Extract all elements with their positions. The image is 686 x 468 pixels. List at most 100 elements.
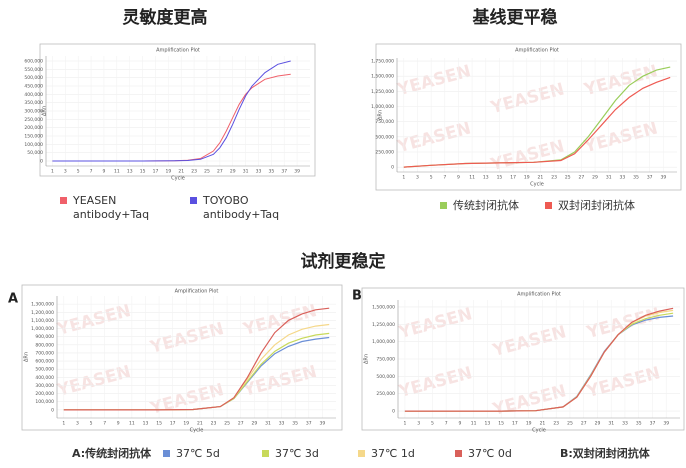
y-tick-label: 1,500,000 <box>371 74 394 80</box>
y-tick-label: 450,000 <box>24 84 43 90</box>
x-tick-label: 9 <box>457 175 460 181</box>
x-tick-label: 37 <box>647 175 653 181</box>
x-tick-label: 27 <box>581 421 587 427</box>
y-tick-label: 500,000 <box>376 374 395 380</box>
legend-label: TOYOBO antibody+Taq <box>203 194 280 221</box>
y-tick-label: 250,000 <box>24 117 43 123</box>
y-tick-label: 0 <box>40 159 43 165</box>
legend-swatch <box>545 202 552 209</box>
y-tick-label: 600,000 <box>24 59 43 65</box>
legend-label: YEASEN antibody+Taq <box>73 194 150 221</box>
x-tick-label: 9 <box>117 421 120 427</box>
x-tick-label: 1 <box>403 421 406 427</box>
chart-frame <box>39 43 316 177</box>
heading: 灵敏度更高 <box>123 7 208 28</box>
x-tick-label: 13 <box>127 169 133 175</box>
y-tick-label: 500,000 <box>35 367 54 373</box>
y-tick-label: 100,000 <box>35 399 54 405</box>
legend-item: 37℃ 1d <box>358 447 415 461</box>
legend-item: TOYOBO antibody+Taq <box>190 194 279 222</box>
legend-item: 37℃ 5d <box>163 447 220 461</box>
x-tick-label: 39 <box>320 421 326 427</box>
x-tick-label: 1 <box>51 169 54 175</box>
y-tick-label: 750,000 <box>376 357 395 363</box>
series-line <box>404 307 674 412</box>
y-tick-label: 900,000 <box>35 334 54 340</box>
x-tick-label: 23 <box>191 169 197 175</box>
series-line <box>63 307 330 411</box>
x-tick-label: 7 <box>90 169 93 175</box>
legend-item: 双封闭封闭抗体 <box>545 199 635 213</box>
x-tick-label: 19 <box>526 421 532 427</box>
x-tick-label: 31 <box>606 175 612 181</box>
x-tick-label: 11 <box>129 421 135 427</box>
x-tick-label: 21 <box>538 175 544 181</box>
y-axis-label: ΔRn <box>378 110 384 120</box>
y-axis-label: ΔRn <box>364 354 370 364</box>
x-tick-label: 25 <box>204 169 210 175</box>
legend-swatch <box>358 450 365 457</box>
chart-title: Amplification Plot <box>175 289 219 295</box>
y-tick-label: 250,000 <box>376 391 395 397</box>
y-tick-label: 1,200,000 <box>31 310 54 316</box>
x-tick-label: 3 <box>416 175 419 181</box>
x-tick-label: 37 <box>306 421 312 427</box>
legend-item: YEASEN antibody+Taq <box>60 194 149 222</box>
y-tick-label: 550,000 <box>24 67 43 73</box>
y-tick-label: 1,000,000 <box>371 104 394 110</box>
x-tick-label: 7 <box>103 421 106 427</box>
x-tick-label: 25 <box>565 175 571 181</box>
x-tick-label: 3 <box>76 421 79 427</box>
legend-label: 双封闭封闭抗体 <box>558 199 635 212</box>
y-tick-label: 0 <box>392 409 395 415</box>
y-tick-label: 700,000 <box>35 350 54 356</box>
y-tick-label: 1,500,000 <box>372 304 395 310</box>
y-tick-label: 200,000 <box>35 391 54 397</box>
x-tick-label: 3 <box>64 169 67 175</box>
x-tick-label: 23 <box>551 175 557 181</box>
y-tick-label: 250,000 <box>375 149 394 155</box>
x-tick-label: 35 <box>268 169 274 175</box>
x-tick-label: 19 <box>524 175 530 181</box>
y-tick-label: 1,000,000 <box>31 326 54 332</box>
x-tick-label: 35 <box>292 421 298 427</box>
x-tick-label: 33 <box>279 421 285 427</box>
legend-label: 37℃ 0d <box>468 447 512 460</box>
x-tick-label: 29 <box>595 421 601 427</box>
panel-label: B <box>352 289 362 304</box>
legend-label: 37℃ 5d <box>176 447 220 460</box>
legend-item: 37℃ 3d <box>262 447 319 461</box>
series-line <box>403 76 671 168</box>
x-tick-label: 15 <box>498 421 504 427</box>
legend-item: 37℃ 0d <box>455 447 512 461</box>
y-tick-label: 1,100,000 <box>31 318 54 324</box>
x-tick-label: 5 <box>90 421 93 427</box>
y-axis-label: ΔRn <box>42 106 48 116</box>
chart-title: Amplification Plot <box>515 48 559 54</box>
heading: 试剂更稳定 <box>301 251 386 272</box>
x-tick-label: 17 <box>512 421 518 427</box>
y-tick-label: 1,000,000 <box>372 339 395 345</box>
chart-frame <box>21 284 343 431</box>
y-tick-label: 300,000 <box>24 109 43 115</box>
x-tick-label: 1 <box>402 175 405 181</box>
y-tick-label: 100,000 <box>24 142 43 148</box>
x-tick-label: 3 <box>417 421 420 427</box>
x-tick-label: 15 <box>156 421 162 427</box>
x-tick-label: 29 <box>230 169 236 175</box>
y-tick-label: 1,250,000 <box>372 322 395 328</box>
x-tick-label: 9 <box>458 421 461 427</box>
x-tick-label: 5 <box>431 421 434 427</box>
y-tick-label: 750,000 <box>375 119 394 125</box>
x-axis-label: Cycle <box>171 176 185 182</box>
x-tick-label: 35 <box>636 421 642 427</box>
x-tick-label: 7 <box>443 175 446 181</box>
x-tick-label: 15 <box>497 175 503 181</box>
series-line <box>52 60 291 162</box>
y-tick-label: 0 <box>391 165 394 171</box>
chart-title: Amplification Plot <box>156 48 200 54</box>
x-tick-label: 31 <box>243 169 249 175</box>
x-tick-label: 19 <box>183 421 189 427</box>
